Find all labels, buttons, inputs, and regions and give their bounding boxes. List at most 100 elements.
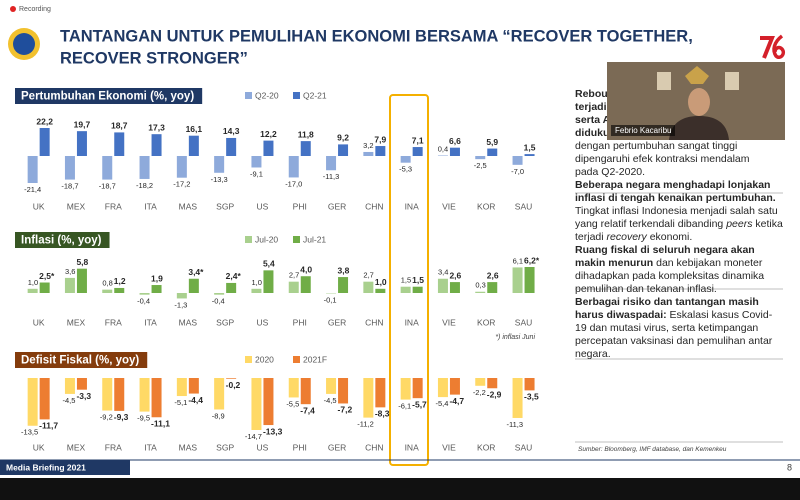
value-label: 18,7 — [111, 121, 128, 131]
value-label: 1,0 — [28, 278, 38, 287]
value-label: 12,2 — [260, 129, 277, 139]
shirt — [669, 116, 729, 140]
value-label: 16,1 — [186, 124, 203, 134]
bar — [139, 378, 150, 412]
bar — [475, 378, 486, 386]
value-label: -2,9 — [487, 390, 502, 400]
chart-title: Defisit Fiskal (%, yoy) — [21, 355, 139, 367]
bar — [288, 378, 299, 398]
bar — [487, 378, 498, 389]
bar — [114, 378, 125, 411]
value-label: 2,4* — [226, 271, 242, 281]
x-tick-label: SGP — [216, 317, 234, 327]
bar — [214, 378, 225, 410]
note-line: dipengaruhi efek kontraksi mendalam — [575, 153, 750, 165]
value-label: 1,5 — [524, 142, 536, 152]
bar — [27, 378, 38, 426]
bar — [524, 267, 535, 293]
x-tick-label: FRA — [105, 317, 122, 327]
note-text: ekonomi. — [646, 231, 693, 243]
x-tick-label: PHI — [293, 201, 307, 211]
value-label: 1,5 — [412, 275, 424, 285]
value-label: -4,7 — [449, 396, 464, 406]
source: Sumber: Bloomberg, IMF database, dan Kem… — [578, 446, 727, 453]
x-tick-label: ITA — [144, 317, 157, 327]
bar — [176, 156, 187, 178]
value-label: -4,5 — [63, 396, 76, 405]
value-label: 17,3 — [148, 122, 165, 132]
slide-title: TANTANGAN UNTUK PEMULIHAN EKONOMI BERSAM… — [60, 27, 693, 45]
chart-title: Inflasi (%, yoy) — [21, 235, 102, 247]
bar — [64, 277, 75, 293]
bar — [27, 288, 38, 293]
bar — [263, 270, 274, 293]
chart-title-box — [15, 232, 110, 248]
legend-label: Jul-21 — [303, 234, 326, 244]
video-overlay: Febrio Kacaribu — [607, 62, 785, 140]
value-label: -1,3 — [174, 300, 187, 309]
value-label: 9,2 — [337, 133, 349, 143]
note-line: pada Q2-2020. — [575, 166, 646, 178]
value-label: -0,4 — [212, 297, 225, 306]
note-line: dengan pertumbuhan sangat tinggi — [575, 140, 738, 152]
bar — [188, 278, 199, 293]
bar — [214, 156, 225, 173]
bar — [214, 293, 225, 295]
logo — [8, 28, 40, 60]
bar — [400, 378, 411, 400]
bar — [176, 293, 187, 299]
bar — [326, 378, 337, 394]
x-tick-label: SAU — [515, 442, 532, 452]
value-label: 3,6 — [65, 267, 75, 276]
bar — [226, 282, 237, 293]
value-label: 2,6 — [487, 270, 499, 280]
value-label: 6,1 — [513, 256, 523, 265]
x-tick-label: SAU — [515, 317, 532, 327]
bar — [338, 144, 349, 156]
legend-label: Q2-21 — [303, 90, 327, 100]
slide-title: RECOVER STRONGER” — [60, 49, 248, 67]
bar — [39, 378, 50, 420]
x-tick-label: VIE — [442, 442, 456, 452]
x-tick-label: MAS — [179, 442, 198, 452]
emblem — [685, 66, 709, 84]
x-tick-label: GER — [328, 317, 346, 327]
value-label: -17,0 — [285, 179, 302, 188]
bar — [139, 293, 150, 295]
bar — [512, 156, 523, 165]
note-text: Tingkat inflasi Indonesia menjadi salah … — [575, 205, 778, 230]
note: Beberapa negara menghadapi lonjakan infl… — [575, 179, 783, 244]
bar — [300, 378, 311, 405]
value-label: -9,5 — [137, 414, 150, 423]
bar — [102, 378, 113, 411]
value-label: -3,3 — [76, 391, 91, 401]
note: Ruang fiskal di seluruh negara akan maki… — [575, 244, 783, 296]
bar — [76, 268, 87, 293]
legend-swatch — [293, 92, 300, 99]
x-tick-label: MEX — [67, 317, 86, 327]
x-tick-label: PHI — [293, 442, 307, 452]
bar — [76, 378, 87, 390]
value-label: 19,7 — [74, 119, 91, 129]
value-label: 6,6 — [449, 136, 461, 146]
bar — [251, 378, 262, 430]
bar — [363, 151, 374, 156]
note: Berbagai risiko dan tantangan masih haru… — [575, 296, 783, 361]
value-label: -5,1 — [174, 398, 187, 407]
x-tick-label: VIE — [442, 201, 456, 211]
value-label: -14,7 — [245, 432, 262, 441]
value-label: -7,4 — [300, 405, 315, 415]
recording-label: Recording — [19, 6, 51, 13]
x-tick-label: ITA — [144, 201, 157, 211]
bar — [139, 156, 150, 179]
value-label: -9,1 — [250, 169, 263, 178]
x-tick-label: GER — [328, 442, 346, 452]
chart-note: *) inflasi Juni — [495, 334, 535, 341]
bar — [524, 154, 535, 156]
bar — [300, 141, 311, 156]
value-label: -7,2 — [338, 405, 353, 415]
bar — [102, 289, 113, 293]
x-tick-label: UK — [33, 442, 45, 452]
chart-title-box — [15, 352, 148, 368]
